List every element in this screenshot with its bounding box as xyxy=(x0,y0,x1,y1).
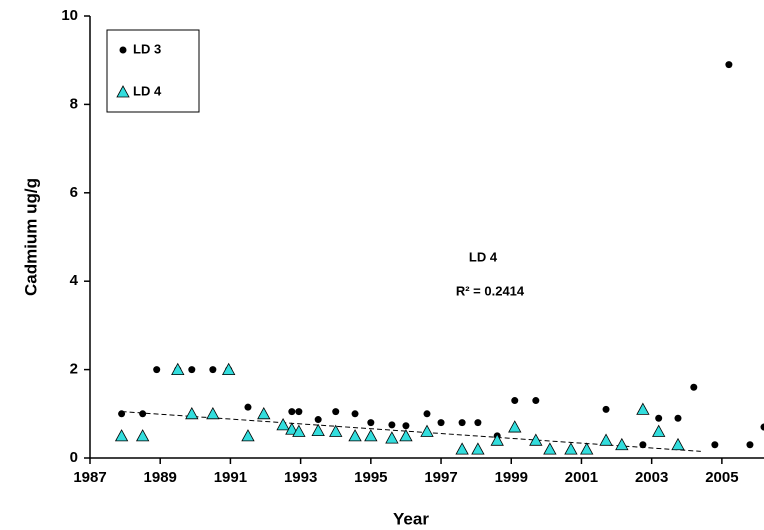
point xyxy=(564,442,578,455)
point xyxy=(458,419,466,427)
point xyxy=(385,431,399,444)
point xyxy=(314,416,322,424)
legend-label: LD 4 xyxy=(133,83,162,98)
point xyxy=(471,442,485,455)
y-tick-label: 10 xyxy=(61,7,78,24)
x-tick-label: 1997 xyxy=(424,469,457,486)
point xyxy=(351,410,359,418)
x-tick-label: 1995 xyxy=(354,469,387,486)
x-tick-label: 1989 xyxy=(144,469,177,486)
legend-label: LD 3 xyxy=(133,41,161,56)
point xyxy=(599,433,613,446)
point xyxy=(420,424,434,437)
y-tick-label: 8 xyxy=(70,95,78,112)
point xyxy=(292,424,306,437)
point xyxy=(455,442,469,455)
point xyxy=(655,414,663,422)
point xyxy=(329,424,343,437)
point xyxy=(399,429,413,442)
point xyxy=(423,410,431,418)
point xyxy=(532,397,540,405)
point xyxy=(241,429,255,442)
point xyxy=(276,418,290,431)
point xyxy=(402,422,410,430)
point xyxy=(690,383,698,391)
y-tick-label: 2 xyxy=(70,361,78,378)
x-tick-label: 2005 xyxy=(705,469,738,486)
y-axis-label: Cadmium ug/g xyxy=(21,178,40,296)
point xyxy=(257,406,271,420)
x-axis-label: Year xyxy=(393,509,429,528)
point xyxy=(602,405,610,413)
point xyxy=(725,61,733,69)
legend-box xyxy=(106,29,200,113)
point xyxy=(437,419,445,427)
x-tick-label: 1999 xyxy=(495,469,528,486)
point xyxy=(221,362,236,375)
point xyxy=(153,366,161,374)
point xyxy=(311,423,325,436)
point xyxy=(639,441,647,449)
point xyxy=(529,433,543,446)
point xyxy=(171,362,185,375)
point xyxy=(348,429,362,442)
point xyxy=(388,421,396,429)
point xyxy=(295,408,303,416)
x-tick-label: 1987 xyxy=(73,469,106,486)
point xyxy=(364,429,378,442)
point xyxy=(244,403,252,411)
annotation-r-squared: R² = 0.2414 xyxy=(456,283,525,298)
y-tick-label: 6 xyxy=(70,184,78,201)
x-tick-label: 1993 xyxy=(284,469,317,486)
x-tick-label: 1991 xyxy=(214,469,247,486)
point xyxy=(135,429,150,442)
point xyxy=(543,442,557,455)
point xyxy=(674,414,682,422)
point xyxy=(615,437,629,451)
point xyxy=(636,402,650,415)
point xyxy=(580,442,594,455)
point xyxy=(285,422,299,435)
point xyxy=(185,406,199,420)
legend-marker xyxy=(116,85,130,98)
point xyxy=(209,366,217,374)
point xyxy=(474,419,482,427)
point xyxy=(206,406,220,420)
point xyxy=(288,408,296,416)
point xyxy=(139,410,147,418)
point xyxy=(711,441,719,449)
point xyxy=(511,397,519,405)
annotation-title: LD 4 xyxy=(469,249,498,264)
y-tick-label: 4 xyxy=(70,272,79,289)
legend-marker xyxy=(119,46,127,54)
point xyxy=(332,408,340,416)
point xyxy=(118,410,126,418)
point xyxy=(114,429,129,442)
point xyxy=(508,420,522,433)
point xyxy=(671,437,685,451)
x-tick-label: 2001 xyxy=(565,469,598,486)
point xyxy=(760,423,764,431)
x-tick-label: 2003 xyxy=(635,469,668,486)
point xyxy=(188,366,196,374)
point xyxy=(652,424,666,437)
point xyxy=(367,419,375,427)
y-tick-label: 0 xyxy=(70,449,78,466)
point xyxy=(490,433,504,446)
point xyxy=(746,441,754,449)
